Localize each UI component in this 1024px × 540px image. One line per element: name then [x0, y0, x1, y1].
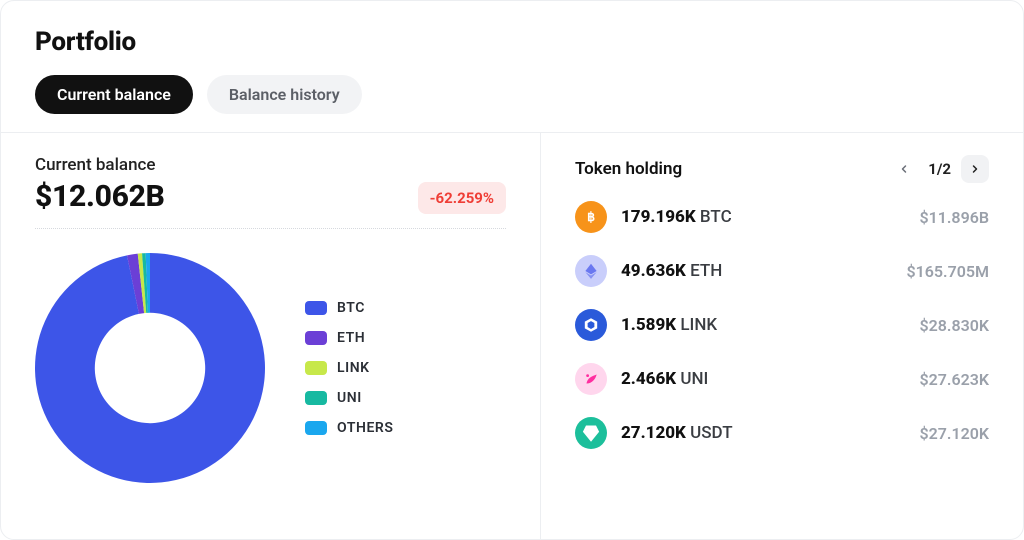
- holding-row[interactable]: 27.120K USDT $27.120K: [575, 417, 989, 449]
- holding-amount: 179.196K BTC: [621, 207, 732, 227]
- legend-item: ETH: [305, 330, 393, 346]
- holding-value: $11.896B: [919, 208, 989, 227]
- holding-amount: 1.589K LINK: [621, 315, 717, 335]
- svg-text:฿: ฿: [587, 210, 595, 224]
- holdings-header: Token holding 1/2: [575, 155, 989, 183]
- holding-amount: 27.120K USDT: [621, 423, 733, 443]
- legend-item: BTC: [305, 300, 393, 316]
- legend-item: OTHERS: [305, 420, 393, 436]
- holding-row[interactable]: ฿ 179.196K BTC $11.896B: [575, 201, 989, 233]
- legend-item: UNI: [305, 390, 393, 406]
- legend-swatch: [305, 301, 327, 315]
- portfolio-card: Portfolio Current balance Balance histor…: [0, 0, 1024, 540]
- holding-left: 2.466K UNI: [575, 363, 708, 395]
- balance-block: Current balance $12.062B: [35, 155, 165, 214]
- balance-value: $12.062B: [35, 179, 165, 214]
- header: Portfolio Current balance Balance histor…: [1, 1, 1023, 132]
- holding-left: 27.120K USDT: [575, 417, 733, 449]
- holding-amount: 49.636K ETH: [621, 261, 722, 281]
- balance-row: Current balance $12.062B -62.259%: [35, 155, 506, 214]
- page-title: Portfolio: [35, 27, 989, 57]
- holding-left: ฿ 179.196K BTC: [575, 201, 732, 233]
- holding-left: 1.589K LINK: [575, 309, 717, 341]
- tab-current-balance[interactable]: Current balance: [35, 75, 193, 114]
- dotted-divider: [35, 228, 506, 229]
- usdt-icon: [575, 417, 607, 449]
- holding-value: $27.120K: [919, 424, 989, 443]
- holding-value: $28.830K: [919, 316, 989, 335]
- uni-icon: [575, 363, 607, 395]
- eth-icon: [575, 255, 607, 287]
- chevron-right-icon: [969, 163, 981, 175]
- donut-chart: [35, 253, 265, 483]
- legend-swatch: [305, 331, 327, 345]
- legend-swatch: [305, 361, 327, 375]
- chevron-left-icon: [898, 163, 910, 175]
- legend-swatch: [305, 391, 327, 405]
- pager-label: 1/2: [926, 160, 953, 178]
- chart-row: BTC ETH LINK UNI OTHERS: [35, 253, 506, 483]
- holdings-title: Token holding: [575, 159, 682, 179]
- holding-row[interactable]: 2.466K UNI $27.623K: [575, 363, 989, 395]
- pager-next-button[interactable]: [961, 155, 989, 183]
- legend-label: UNI: [337, 390, 362, 406]
- legend-item: LINK: [305, 360, 393, 376]
- holding-left: 49.636K ETH: [575, 255, 722, 287]
- pager-prev-button[interactable]: [890, 155, 918, 183]
- body: Current balance $12.062B -62.259% BTC ETH…: [1, 133, 1023, 540]
- holding-list: ฿ 179.196K BTC $11.896B 49.636K ETH $165.705…: [575, 201, 989, 449]
- legend-label: LINK: [337, 360, 370, 376]
- legend-label: BTC: [337, 300, 365, 316]
- balance-delta-badge: -62.259%: [418, 182, 506, 214]
- holding-row[interactable]: 1.589K LINK $28.830K: [575, 309, 989, 341]
- pager: 1/2: [890, 155, 989, 183]
- balance-label: Current balance: [35, 155, 165, 175]
- holding-row[interactable]: 49.636K ETH $165.705M: [575, 255, 989, 287]
- tabs: Current balance Balance history: [35, 75, 989, 114]
- legend-swatch: [305, 421, 327, 435]
- tab-balance-history[interactable]: Balance history: [207, 75, 362, 114]
- link-icon: [575, 309, 607, 341]
- right-panel: Token holding 1/2 ฿ 179.196K BTC $11.896B 4…: [541, 133, 1023, 540]
- holding-value: $27.623K: [919, 370, 989, 389]
- holding-amount: 2.466K UNI: [621, 369, 708, 389]
- legend-label: ETH: [337, 330, 365, 346]
- holding-value: $165.705M: [906, 262, 989, 281]
- legend-label: OTHERS: [337, 420, 393, 436]
- btc-icon: ฿: [575, 201, 607, 233]
- donut-legend: BTC ETH LINK UNI OTHERS: [305, 300, 393, 436]
- left-panel: Current balance $12.062B -62.259% BTC ETH…: [1, 133, 541, 540]
